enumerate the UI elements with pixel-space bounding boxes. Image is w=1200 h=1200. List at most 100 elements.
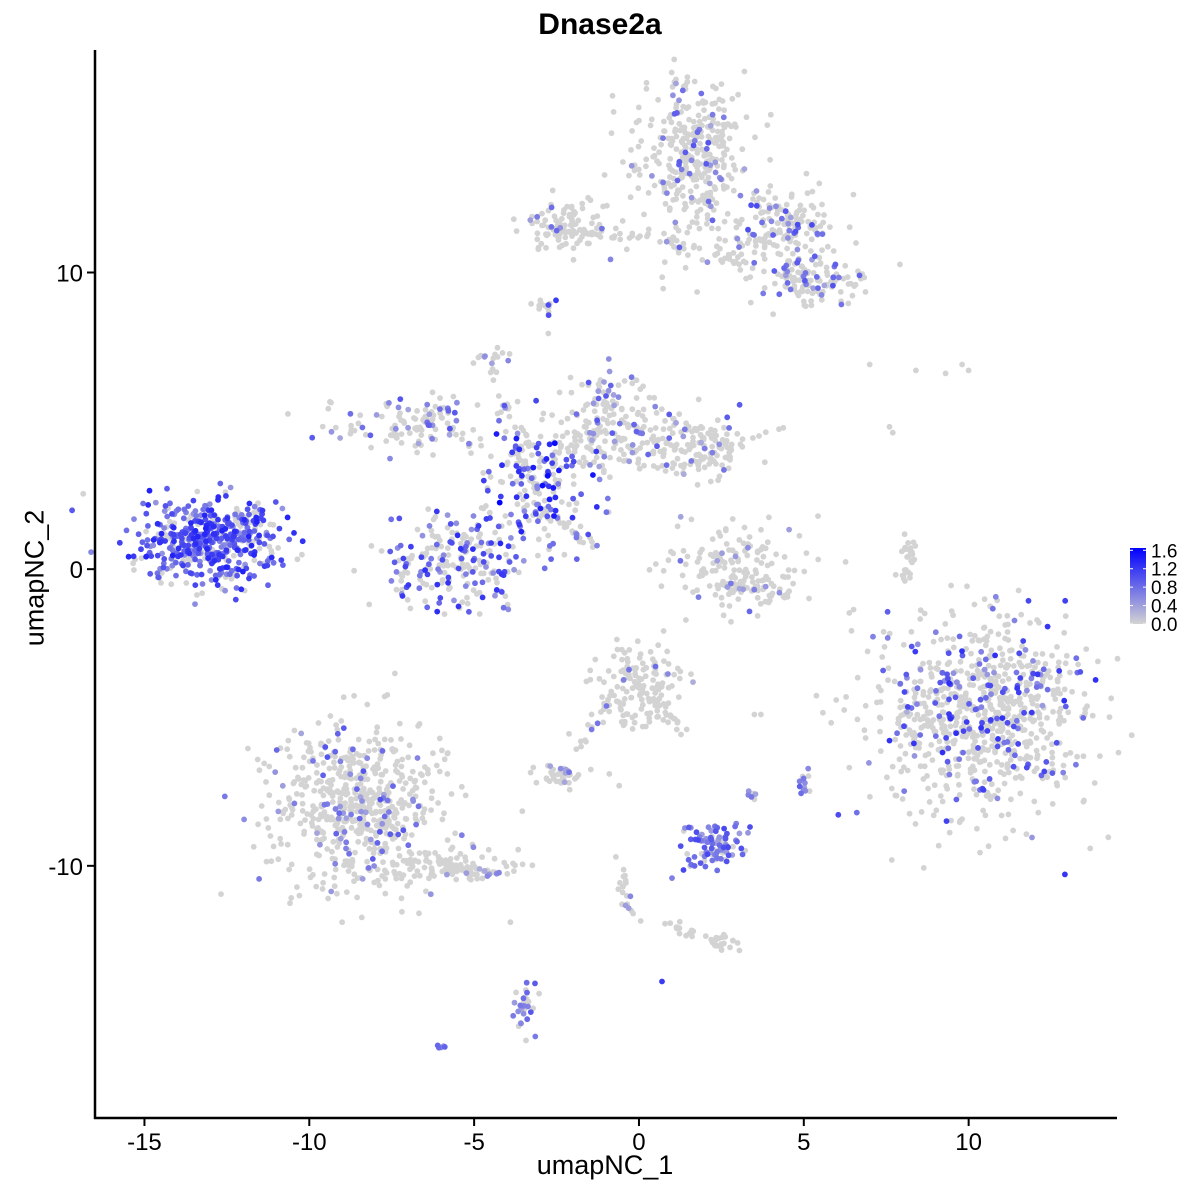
- cell-point: [569, 453, 575, 460]
- cell-point: [1027, 754, 1034, 761]
- cell-point: [846, 610, 853, 616]
- cell-point: [497, 540, 504, 547]
- cell-point: [942, 370, 949, 377]
- cell-point: [673, 419, 679, 426]
- cell-point: [343, 815, 350, 821]
- cell-point: [676, 675, 683, 682]
- cell-point: [1061, 686, 1068, 693]
- cell-point: [422, 406, 429, 413]
- cell-point: [415, 440, 422, 447]
- cell-point: [1056, 668, 1063, 674]
- cell-point: [534, 230, 541, 237]
- cell-point: [1044, 686, 1051, 693]
- cell-point: [1060, 769, 1067, 776]
- cell-point: [363, 835, 370, 842]
- cell-point: [686, 116, 692, 123]
- cell-point: [332, 866, 339, 873]
- cell-point: [620, 159, 626, 165]
- cell-point: [556, 220, 563, 227]
- cell-point: [321, 871, 328, 877]
- cell-point: [435, 800, 441, 806]
- cell-point: [192, 556, 199, 563]
- cell-point: [884, 608, 891, 615]
- cell-point: [690, 589, 696, 595]
- cell-point: [932, 728, 939, 735]
- cell-point: [739, 146, 746, 153]
- cell-point: [144, 537, 151, 543]
- cell-point: [1034, 696, 1040, 702]
- cell-point: [638, 676, 645, 682]
- cell-point: [982, 716, 989, 722]
- cell-point: [605, 387, 612, 394]
- cell-point: [572, 507, 579, 514]
- cell-point: [707, 203, 714, 210]
- cell-point: [527, 1009, 534, 1015]
- cell-point: [994, 743, 1001, 750]
- cell-point: [629, 442, 636, 448]
- cell-point: [645, 226, 652, 233]
- cell-point: [663, 238, 670, 245]
- cell-point: [710, 432, 717, 438]
- cell-point: [1115, 749, 1122, 756]
- cell-point: [785, 220, 792, 227]
- cell-point: [534, 236, 541, 243]
- cell-point: [701, 464, 708, 471]
- cell-point: [188, 520, 194, 526]
- cell-point: [696, 245, 703, 252]
- cell-point: [670, 182, 677, 188]
- cell-point: [722, 835, 729, 842]
- cell-point: [928, 742, 935, 748]
- cell-point: [741, 68, 748, 75]
- cell-point: [1004, 761, 1011, 767]
- cell-point: [748, 202, 754, 209]
- cell-point: [818, 292, 825, 298]
- cell-point: [732, 574, 739, 581]
- cell-point: [596, 463, 603, 470]
- cell-point: [329, 793, 336, 799]
- cell-point: [929, 757, 936, 763]
- cell-point: [739, 436, 746, 442]
- cell-point: [680, 103, 687, 110]
- cell-point: [497, 478, 504, 485]
- cell-point: [517, 1002, 524, 1009]
- cell-point: [726, 135, 733, 142]
- cell-point: [437, 595, 444, 601]
- cell-point: [366, 601, 373, 608]
- cell-point: [519, 472, 525, 479]
- cell-point: [388, 737, 394, 743]
- cell-point: [963, 733, 969, 740]
- cell-point: [781, 554, 788, 560]
- cell-point: [470, 557, 477, 564]
- cell-point: [912, 648, 919, 655]
- cell-point: [396, 853, 403, 859]
- cell-point: [810, 285, 816, 291]
- cell-point: [1128, 732, 1135, 739]
- cell-point: [441, 569, 448, 576]
- cell-point: [708, 845, 715, 852]
- cell-point: [1034, 671, 1041, 678]
- cell-point: [661, 118, 667, 125]
- cell-point: [379, 873, 385, 879]
- cell-point: [691, 854, 698, 860]
- cell-point: [614, 683, 621, 690]
- cell-point: [405, 582, 412, 588]
- cell-point: [925, 694, 932, 700]
- cell-point: [392, 425, 399, 432]
- cell-point: [617, 236, 624, 243]
- cell-point: [566, 769, 572, 776]
- cell-point: [637, 445, 643, 451]
- cell-point: [558, 419, 565, 426]
- cell-point: [926, 799, 933, 805]
- y-tick-label: 10: [56, 261, 83, 288]
- cell-point: [372, 829, 379, 836]
- cell-point: [507, 473, 514, 480]
- cell-point: [708, 836, 715, 843]
- cell-point: [449, 871, 456, 878]
- cell-point: [380, 859, 386, 865]
- cell-point: [359, 876, 366, 882]
- cell-point: [736, 261, 742, 268]
- cell-point: [348, 811, 354, 818]
- cell-point: [610, 109, 617, 115]
- cell-point: [619, 889, 626, 896]
- cell-point: [634, 638, 641, 645]
